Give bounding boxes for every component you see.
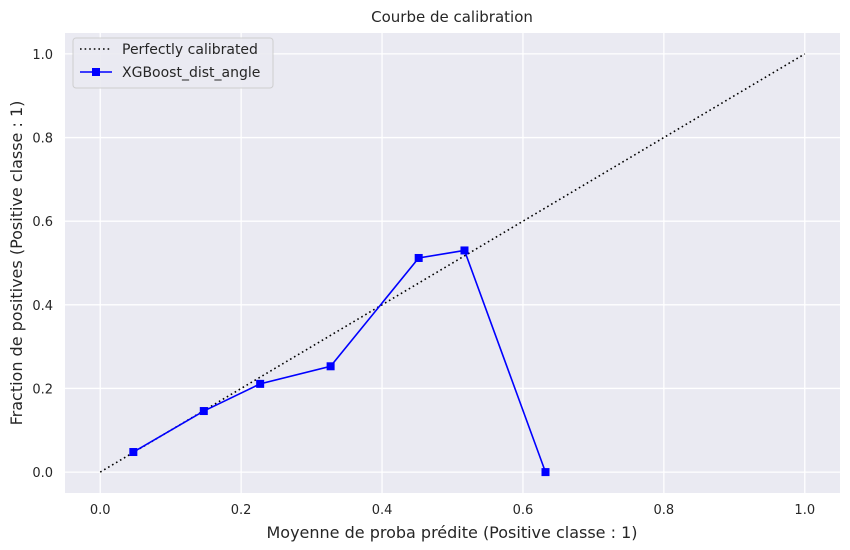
x-tick-label: 0.6 — [513, 503, 534, 518]
x-tick-label: 0.2 — [231, 503, 252, 518]
grid-lines — [65, 33, 840, 493]
x-tick-label: 0.8 — [654, 503, 675, 518]
y-tick-label: 0.2 — [32, 382, 53, 397]
y-tick-label: 0.6 — [32, 215, 53, 230]
data-point-marker — [414, 253, 423, 262]
legend: Perfectly calibrated XGBoost_dist_angle — [72, 37, 274, 89]
legend-label-perfectly-calibrated: Perfectly calibrated — [122, 42, 258, 58]
x-tick-label: 0.0 — [90, 503, 111, 518]
legend-box — [72, 37, 274, 89]
series-layer — [99, 53, 806, 477]
x-axis-label: Moyenne de proba prédite (Positive class… — [266, 523, 637, 542]
data-point-marker — [199, 407, 208, 416]
legend-marker-xgboost — [92, 68, 100, 76]
y-axis-label: Fraction de positives (Positive classe :… — [7, 101, 26, 426]
x-tick-label: 1.0 — [794, 503, 815, 518]
chart-title: Courbe de calibration — [371, 8, 533, 26]
legend-label-xgboost: XGBoost_dist_angle — [122, 65, 260, 81]
y-tick-label: 0.0 — [32, 466, 53, 481]
data-point-marker — [460, 246, 469, 255]
y-tick-label: 0.4 — [32, 299, 53, 314]
y-tick-label: 0.8 — [32, 132, 53, 147]
tick-labels: 0.0 0.2 0.4 0.6 0.8 1.0 0.0 0.2 0.4 0.6 0.8 1.0 — [32, 48, 815, 518]
data-point-marker — [256, 379, 265, 388]
data-point-marker — [541, 468, 550, 477]
x-tick-label: 0.4 — [372, 503, 393, 518]
data-point-marker — [129, 448, 138, 457]
series-line-0 — [99, 53, 806, 473]
y-tick-label: 1.0 — [32, 48, 53, 63]
data-point-marker — [326, 362, 335, 371]
